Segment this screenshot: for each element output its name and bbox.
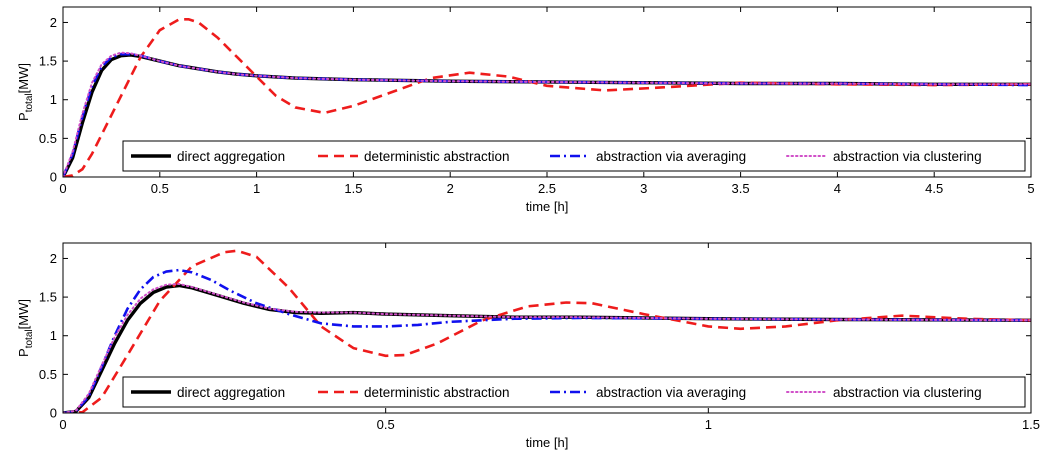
y-tick-label: 0.5 bbox=[39, 367, 57, 382]
y-tick-label: 1 bbox=[50, 328, 57, 343]
series-line-deterministic-abstraction bbox=[63, 18, 1031, 177]
x-tick-label: 0 bbox=[59, 181, 66, 196]
legend-label: abstraction via averaging bbox=[596, 149, 746, 164]
y-tick-label: 1 bbox=[50, 92, 57, 107]
x-tick-label: 1 bbox=[253, 181, 260, 196]
legend-label: direct aggregation bbox=[177, 385, 285, 400]
series-line-abstraction-via-clustering bbox=[63, 282, 1031, 413]
legend-label: abstraction via clustering bbox=[833, 385, 982, 400]
x-tick-label: 2 bbox=[447, 181, 454, 196]
x-axis-label: time [h] bbox=[526, 435, 569, 450]
x-tick-label: 4 bbox=[834, 181, 841, 196]
plot-area bbox=[63, 18, 1031, 177]
x-tick-label: 1.5 bbox=[1022, 417, 1040, 432]
x-tick-label: 1.5 bbox=[344, 181, 362, 196]
chart-panel-1: 0 0.5 1 1.5 2 2.5 3 3.5 4 4.5 5 0 0.5 1 1.5 2 time [h] Pt… bbox=[16, 6, 1035, 214]
y-axis-label: Ptotal[MW] bbox=[16, 63, 35, 121]
y-tick-label: 1.5 bbox=[39, 290, 57, 305]
legend-label: direct aggregation bbox=[177, 149, 285, 164]
y-tick-label: 1.5 bbox=[39, 54, 57, 69]
legend: direct aggregation deterministic abstract… bbox=[122, 376, 1026, 408]
x-tick-label: 0 bbox=[59, 417, 66, 432]
x-tick-label: 0.5 bbox=[377, 417, 395, 432]
chart-panel-2: 0 0.5 1 1.5 0 0.5 1 1.5 2 time [h] Ptotal[MW] direc… bbox=[16, 242, 1040, 450]
legend-label: deterministic abstraction bbox=[364, 149, 510, 164]
x-tick-label: 3 bbox=[640, 181, 647, 196]
x-tick-label: 5 bbox=[1027, 181, 1034, 196]
y-tick-label: 0 bbox=[50, 170, 57, 185]
series-line-abstraction-via-clustering bbox=[63, 51, 1031, 177]
series-line-deterministic-abstraction bbox=[63, 249, 1031, 413]
x-tick-label: 4.5 bbox=[925, 181, 943, 196]
axes-box bbox=[62, 242, 1032, 414]
legend-label: deterministic abstraction bbox=[364, 385, 510, 400]
y-tick-label: 0.5 bbox=[39, 131, 57, 146]
legend-label: abstraction via clustering bbox=[833, 149, 982, 164]
y-tick-label: 0 bbox=[50, 406, 57, 421]
legend-box bbox=[122, 140, 1026, 172]
x-tick-label: 2.5 bbox=[538, 181, 556, 196]
legend: direct aggregation deterministic abstract… bbox=[122, 140, 1026, 172]
x-tick-label: 3.5 bbox=[732, 181, 750, 196]
x-axis-label: time [h] bbox=[526, 199, 569, 214]
y-axis-label: Ptotal[MW] bbox=[16, 299, 35, 357]
y-tick-label: 2 bbox=[50, 251, 57, 266]
x-tick-label: 1 bbox=[705, 417, 712, 432]
series-line-abstraction-via-averaging bbox=[63, 268, 1031, 413]
plot-area bbox=[63, 249, 1031, 413]
y-tick-label: 2 bbox=[50, 15, 57, 30]
x-tick-label: 0.5 bbox=[151, 181, 169, 196]
legend-label: abstraction via averaging bbox=[596, 385, 746, 400]
